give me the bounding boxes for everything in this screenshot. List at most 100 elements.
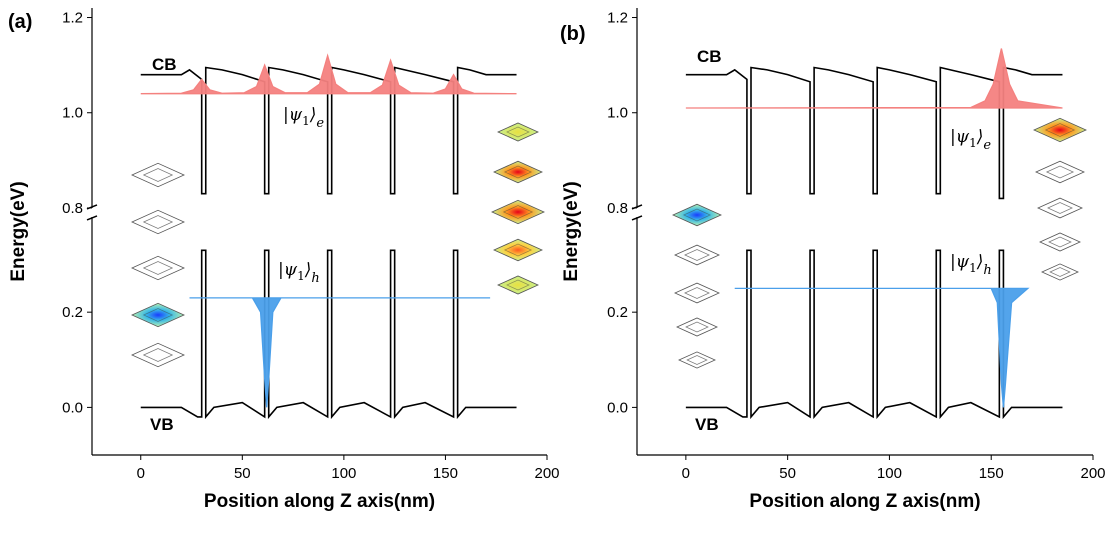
dot-icon-top (506, 279, 530, 291)
dot-icon-top (684, 287, 710, 299)
wavefunction (140, 53, 517, 95)
wavefunction (734, 287, 1030, 408)
psi-ket: ⟩ (976, 252, 984, 272)
psi-ket: ⟩ (309, 105, 317, 125)
psi-sub: h (983, 263, 991, 278)
state-label: |ψ1⟩e (283, 105, 324, 131)
dot-icon (497, 122, 539, 142)
psi-sub: h (311, 271, 319, 286)
dot-icon (493, 160, 543, 184)
band-edge (140, 249, 517, 420)
dot-icon-top (142, 308, 174, 322)
dot-icon (131, 342, 185, 368)
psi-symbol: |ψ (283, 105, 303, 125)
dot-icon-top (142, 215, 174, 229)
y-tick-label: 0.0 (607, 399, 628, 416)
y-tick-label: 1.0 (607, 105, 628, 122)
y-axis-title: Energy(eV) (8, 181, 29, 281)
dot-icon (672, 203, 722, 227)
state-label: |ψ1⟩e (950, 127, 991, 153)
dot-icon (491, 199, 545, 225)
dot-icon-top (502, 205, 534, 219)
wavefunction (685, 48, 1063, 109)
psi-symbol: |ψ (950, 252, 970, 272)
x-axis-title: Position along Z axis(nm) (749, 491, 980, 512)
x-tick-label: 50 (779, 465, 796, 482)
band-edge (685, 66, 1063, 200)
panel-label: (a) (8, 11, 32, 33)
dot-icon-top (1044, 123, 1076, 137)
dot-icon-top (1048, 236, 1072, 248)
psi-index: 1 (302, 114, 310, 128)
dot-icon-top (1047, 202, 1073, 214)
x-tick-label: 150 (979, 465, 1004, 482)
cb-label: CB (697, 47, 722, 66)
dot-icon-top (142, 261, 174, 275)
x-tick-label: 0 (137, 465, 145, 482)
x-tick-label: 150 (433, 465, 458, 482)
y-tick-label: 0.2 (607, 304, 628, 321)
vb-label: VB (150, 415, 174, 434)
dot-icon-top (142, 348, 174, 362)
axis-break (86, 215, 98, 221)
dot-icon-top (682, 208, 712, 222)
cb-label: CB (152, 55, 177, 74)
dot-icon-top (685, 321, 709, 333)
psi-index: 1 (969, 136, 977, 150)
dot-icon (674, 244, 720, 266)
dot-icon-top (503, 243, 533, 257)
axis-break (631, 215, 643, 221)
dot-icon-top (1049, 267, 1071, 277)
dot-icon (131, 255, 185, 281)
y-tick-label: 1.2 (607, 10, 628, 27)
dot-icon (1035, 160, 1085, 184)
psi-index: 1 (969, 261, 977, 275)
dot-icon (1037, 197, 1083, 219)
dot-icon-top (503, 165, 533, 179)
dot-icon (674, 282, 720, 304)
y-tick-label: 1.2 (62, 10, 83, 27)
dot-icon-top (1045, 165, 1075, 179)
dot-icon (1039, 232, 1081, 252)
dot-icon (678, 351, 716, 369)
dot-icon-top (142, 168, 174, 182)
x-axis-title: Position along Z axis(nm) (204, 491, 435, 512)
dot-icon (131, 302, 185, 328)
state-label: |ψ1⟩h (278, 260, 320, 286)
dot-icon-top (506, 126, 530, 138)
state-label: |ψ1⟩h (950, 252, 992, 278)
x-tick-label: 50 (234, 465, 251, 482)
dot-icon (1033, 117, 1087, 143)
y-tick-label: 1.0 (62, 105, 83, 122)
psi-ket: ⟩ (304, 260, 312, 280)
x-tick-label: 200 (1080, 465, 1105, 482)
y-tick-label: 0.0 (62, 399, 83, 416)
band-edge (140, 66, 517, 195)
psi-symbol: |ψ (278, 260, 298, 280)
x-tick-label: 200 (534, 465, 559, 482)
dot-icon (676, 317, 718, 337)
y-tick-label: 0.8 (62, 200, 83, 217)
dot-icon (131, 209, 185, 235)
psi-symbol: |ψ (950, 127, 970, 147)
psi-sub: e (316, 116, 324, 131)
psi-ket: ⟩ (976, 127, 984, 147)
dot-icon (497, 275, 539, 295)
wavefunction (189, 297, 491, 408)
x-tick-label: 100 (331, 465, 356, 482)
x-tick-label: 0 (682, 465, 690, 482)
dot-icon (493, 238, 543, 262)
panel-label: (b) (560, 23, 586, 45)
dot-icon-top (686, 355, 708, 365)
psi-index: 1 (297, 269, 305, 283)
psi-sub: e (983, 138, 991, 153)
dot-icon (1041, 263, 1079, 281)
dot-icon-top (684, 249, 710, 261)
dot-icon (131, 162, 185, 188)
x-tick-label: 100 (877, 465, 902, 482)
y-axis-title: Energy(eV) (561, 181, 582, 281)
y-tick-label: 0.2 (62, 304, 83, 321)
vb-label: VB (695, 415, 719, 434)
